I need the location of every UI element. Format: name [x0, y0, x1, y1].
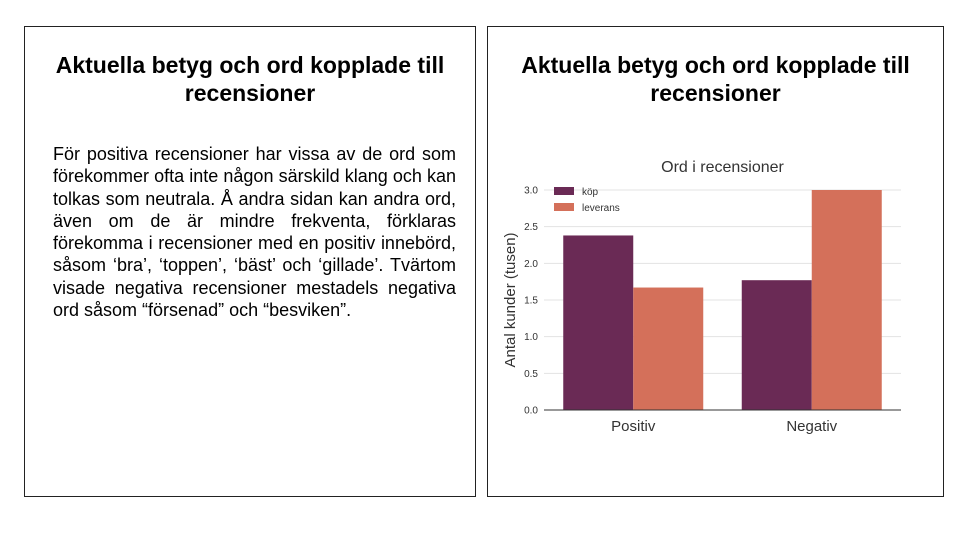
panel-title: Aktuella betyg och ord kopplade till rec… [521, 52, 910, 106]
legend-swatch [554, 203, 574, 211]
legend-swatch [554, 187, 574, 195]
x-tick-label: Negativ [786, 418, 837, 435]
legend-label: leverans [582, 203, 620, 214]
chart-panel: Aktuella betyg och ord kopplade till rec… [487, 26, 944, 497]
y-tick-label: 3.0 [524, 186, 538, 197]
bar-köp [741, 280, 812, 410]
bar-köp [563, 235, 634, 410]
y-tick-label: 0.0 [524, 406, 538, 417]
y-tick-label: 1.0 [524, 332, 538, 343]
y-tick-label: 2.0 [524, 259, 538, 270]
body-text: För positiva recensioner har vissa av de… [53, 144, 456, 321]
chart-title: Ord i recensioner [661, 159, 784, 176]
y-tick-label: 1.5 [524, 296, 538, 307]
panel-title: Aktuella betyg och ord kopplade till rec… [55, 52, 445, 106]
bar-leverans [811, 190, 882, 410]
y-axis-label: Antal kunder (tusen) [502, 232, 519, 367]
x-tick-label: Positiv [611, 418, 656, 435]
y-tick-label: 0.5 [524, 369, 538, 380]
legend-label: köp [582, 187, 599, 198]
bar-leverans [633, 287, 704, 410]
text-panel: Aktuella betyg och ord kopplade till rec… [24, 26, 476, 497]
y-tick-label: 2.5 [524, 222, 538, 233]
bar-chart: Ord i recensioner 0.0 0.5 1.0 1.5 2.0 2.5 3.0 Po… [502, 159, 901, 435]
